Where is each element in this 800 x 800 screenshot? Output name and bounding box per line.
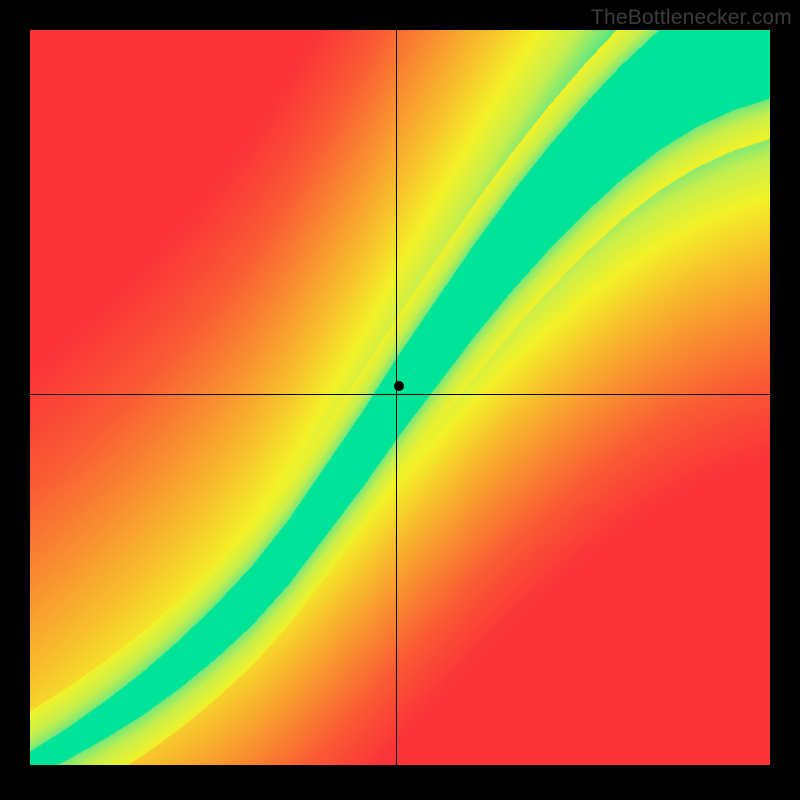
crosshair-horizontal <box>30 394 770 395</box>
plot-frame <box>30 30 770 765</box>
bottleneck-marker <box>394 381 404 391</box>
plot-area <box>30 30 770 765</box>
crosshair-vertical <box>396 30 397 765</box>
heatmap-canvas <box>30 30 770 765</box>
watermark: TheBottlenecker.com <box>591 6 792 30</box>
